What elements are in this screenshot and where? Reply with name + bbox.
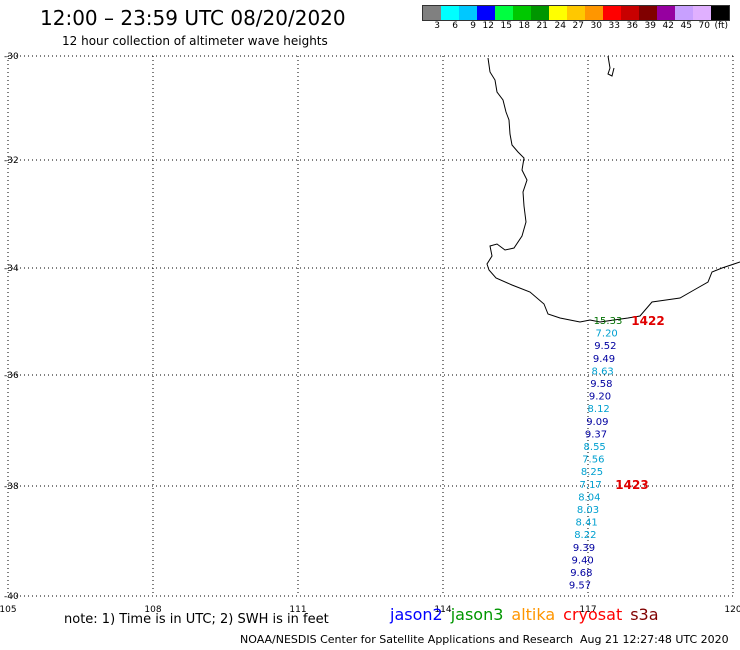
- wave-height-label: 9.37: [585, 429, 607, 440]
- footer-timestamp: Aug 21 12:27:48 UTC 2020: [580, 633, 729, 646]
- colorbar-swatch: [711, 6, 729, 20]
- colorbar-swatch: [441, 6, 459, 20]
- wave-height-label: 8.12: [588, 404, 610, 415]
- wave-height-label: 8.55: [584, 442, 606, 453]
- longitude-label: 111: [289, 605, 306, 615]
- colorbar-label: 12: [482, 21, 494, 31]
- colorbar-label: 9: [470, 21, 476, 31]
- wave-height-label: 8.25: [581, 467, 603, 478]
- time-label: 1423: [615, 478, 648, 492]
- colorbar-label: 21: [536, 21, 548, 31]
- colorbar-swatch: [657, 6, 675, 20]
- wave-height-label: 9.68: [570, 568, 592, 579]
- colorbar-swatch: [459, 6, 477, 20]
- colorbar-label: 45: [680, 21, 692, 31]
- satellite-legend: jason2 jason3 altika cryosat s3a: [390, 605, 667, 624]
- colorbar-label: 27: [572, 21, 584, 31]
- altimeter-track: 15.337.209.529.498.639.589.208.129.099.3…: [569, 314, 665, 592]
- colorbar-label: 6: [452, 21, 458, 31]
- wave-height-label: 9.40: [572, 555, 594, 566]
- satellite-legend-item: jason3: [450, 605, 504, 624]
- satellite-legend-item: altika: [511, 605, 556, 624]
- latitude-label: -30: [4, 52, 19, 62]
- latitude-label: -32: [4, 156, 19, 166]
- colorbar-swatch: [549, 6, 567, 20]
- colorbar-label: (ft): [714, 21, 728, 31]
- colorbar-swatch: [477, 6, 495, 20]
- colorbar-label: 15: [500, 21, 512, 31]
- satellite-legend-item: cryosat: [563, 605, 623, 624]
- wave-height-label: 7.56: [582, 455, 604, 466]
- wave-height-label: 7.20: [596, 329, 618, 340]
- wave-height-label: 8.03: [577, 505, 599, 516]
- colorbar-swatch: [423, 6, 441, 20]
- coastline-detail: [607, 55, 615, 77]
- latitude-label: -40: [4, 592, 19, 602]
- colorbar-label: 33: [608, 21, 620, 31]
- colorbar-swatch: [567, 6, 585, 20]
- page-subtitle: 12 hour collection of altimeter wave hei…: [62, 34, 328, 48]
- wave-height-label: 9.57: [569, 581, 591, 592]
- satellite-legend-item: s3a: [630, 605, 659, 624]
- latitude-label: -34: [4, 264, 19, 274]
- colorbar-swatch: [531, 6, 549, 20]
- time-label: 1422: [631, 314, 664, 328]
- colorbar-label: 24: [554, 21, 566, 31]
- wave-height-colorbar: [422, 5, 730, 21]
- wave-height-label: 7.17: [580, 480, 602, 491]
- colorbar-label: 42: [662, 21, 674, 31]
- colorbar-label: 18: [518, 21, 530, 31]
- colorbar-label: 30: [590, 21, 602, 31]
- wave-height-label: 15.33: [594, 316, 623, 327]
- colorbar-swatch: [639, 6, 657, 20]
- colorbar-label: 36: [626, 21, 638, 31]
- colorbar-swatch: [603, 6, 621, 20]
- satellite-legend-item: jason2: [390, 605, 443, 624]
- latitude-label: -38: [4, 482, 19, 492]
- colorbar-labels: 3 6 9 12 15 18 21 24 27 30 33 36 39 42 45 70 (ft): [422, 21, 728, 31]
- wave-height-label: 8.04: [578, 492, 600, 503]
- wave-height-label: 9.20: [589, 392, 611, 403]
- colorbar-swatch: [495, 6, 513, 20]
- colorbar-label: 39: [644, 21, 656, 31]
- page-title: 12:00 – 23:59 UTC 08/20/2020: [40, 6, 346, 30]
- colorbar-swatch: [585, 6, 603, 20]
- longitude-label: 117: [579, 605, 596, 615]
- colorbar-swatch: [621, 6, 639, 20]
- longitude-label: 120: [724, 605, 740, 615]
- coastline: [486, 57, 740, 323]
- colorbar-swatch: [693, 6, 711, 20]
- wave-height-label: 8.41: [576, 518, 598, 529]
- wave-height-label: 9.39: [573, 543, 595, 554]
- graticule-grid: 105 108 111 114 117 120 -30 -32 -34 -36 -38 -40: [0, 52, 740, 615]
- colorbar-swatch: [675, 6, 693, 20]
- wave-height-label: 8.22: [574, 530, 596, 541]
- wave-height-label: 9.58: [590, 379, 612, 390]
- wave-height-label: 9.09: [586, 417, 608, 428]
- wave-height-label: 9.52: [594, 341, 616, 352]
- longitude-label: 105: [0, 605, 17, 615]
- colorbar-label: 3: [434, 21, 440, 31]
- wave-height-label: 9.49: [593, 354, 615, 365]
- footer-credit: NOAA/NESDIS Center for Satellite Applica…: [240, 633, 574, 646]
- colorbar-swatch: [513, 6, 531, 20]
- longitude-label: 108: [144, 605, 161, 615]
- wave-height-label: 8.63: [592, 366, 614, 377]
- longitude-label: 114: [434, 605, 451, 615]
- latitude-label: -36: [4, 371, 19, 381]
- footer-note: note: 1) Time is in UTC; 2) SWH is in fe…: [64, 612, 329, 627]
- colorbar-label: 70: [698, 21, 710, 31]
